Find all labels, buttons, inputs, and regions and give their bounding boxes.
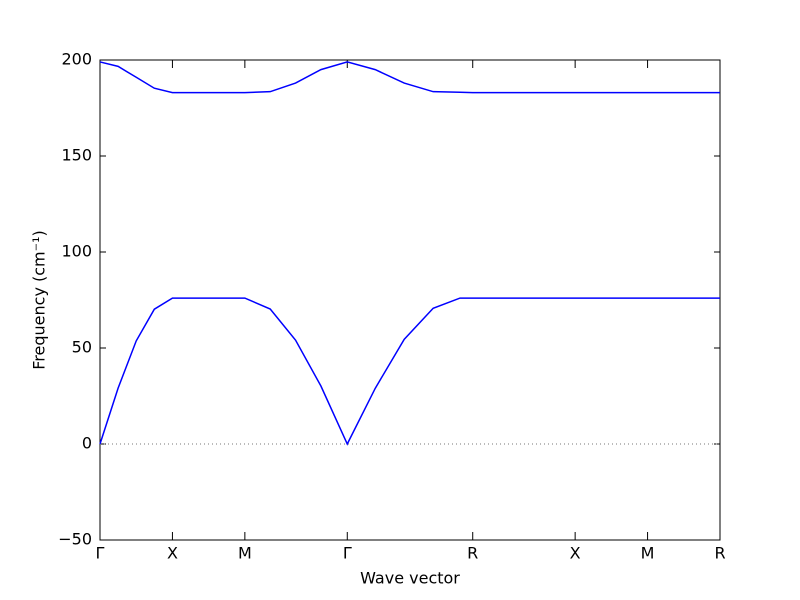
x-tick-label: Γ	[96, 544, 105, 563]
y-tick-label: 50	[72, 338, 92, 357]
plot-frame	[99, 59, 721, 541]
y-tick-label: 100	[61, 242, 92, 261]
x-tick-label: X	[570, 544, 581, 563]
x-tick-label: M	[238, 544, 252, 563]
x-tick-label: M	[641, 544, 655, 563]
band-line	[99, 297, 720, 446]
y-tick-label: −50	[58, 530, 92, 549]
band-line	[99, 61, 720, 94]
y-tick-label: 150	[61, 146, 92, 165]
y-axis-label: Frequency (cm⁻¹)	[30, 230, 49, 369]
y-tick-label: 200	[61, 50, 92, 69]
x-tick-label: R	[467, 544, 478, 563]
y-tick-label: 0	[82, 434, 92, 453]
x-axis-label: Wave vector	[360, 569, 460, 588]
x-tick-label: Γ	[343, 544, 352, 563]
x-tick-label: R	[714, 544, 725, 563]
x-tick-label: X	[167, 544, 178, 563]
